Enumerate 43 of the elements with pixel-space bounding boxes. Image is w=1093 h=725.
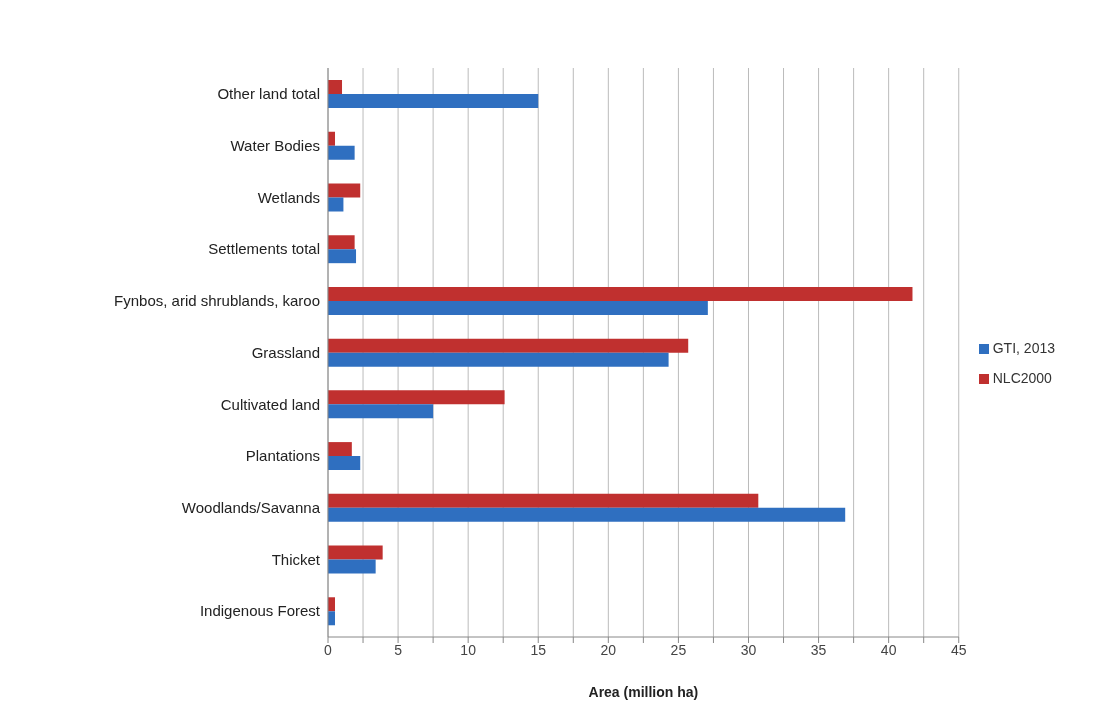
x-axis-title: Area (million ha)	[588, 684, 699, 700]
y-tick-label: Fynbos, arid shrublands, karoo	[114, 292, 320, 310]
y-tick-label: Indigenous Forest	[199, 602, 321, 620]
bar	[328, 338, 689, 353]
bar	[328, 493, 759, 508]
y-tick-label: Cultivated land	[220, 395, 320, 413]
bar	[328, 286, 913, 301]
bar	[328, 145, 355, 160]
bar	[328, 94, 539, 108]
bar	[328, 352, 669, 367]
y-tick-label: Plantations	[245, 447, 320, 465]
x-tick-label: 25	[670, 641, 687, 658]
x-tick-label: 0	[324, 641, 333, 658]
x-tick-label: 30	[740, 641, 757, 658]
x-tick-label: 35	[810, 641, 827, 658]
y-tick-label: Thicket	[271, 550, 321, 568]
bar	[328, 183, 361, 198]
y-tick-label: Grassland	[251, 343, 320, 361]
bar	[328, 390, 505, 405]
bar	[328, 442, 352, 457]
bar	[328, 559, 376, 574]
x-tick-label: 10	[460, 641, 477, 658]
bar	[328, 456, 361, 471]
legend-label: NLC2000	[992, 369, 1052, 386]
y-tick-label: Wetlands	[257, 188, 320, 206]
y-tick-label: Settlements total	[208, 240, 320, 258]
x-tick-label: 15	[530, 641, 547, 658]
y-tick-label: Water Bodies	[230, 136, 320, 154]
x-tick-label: 45	[950, 641, 967, 658]
bar	[328, 80, 343, 94]
x-tick-label: 40	[880, 641, 897, 658]
y-tick-label: Other land total	[217, 85, 320, 103]
legend-label: GTI, 2013	[992, 339, 1055, 356]
bar	[328, 300, 708, 315]
x-tick-label: 5	[394, 641, 403, 658]
bar	[328, 404, 434, 419]
x-tick-label: 20	[600, 641, 617, 658]
bar	[328, 197, 344, 212]
bar	[328, 235, 355, 250]
y-tick-label: Woodlands/Savanna	[181, 499, 321, 517]
bar	[328, 249, 357, 264]
bar	[328, 507, 846, 522]
bar	[328, 545, 383, 560]
